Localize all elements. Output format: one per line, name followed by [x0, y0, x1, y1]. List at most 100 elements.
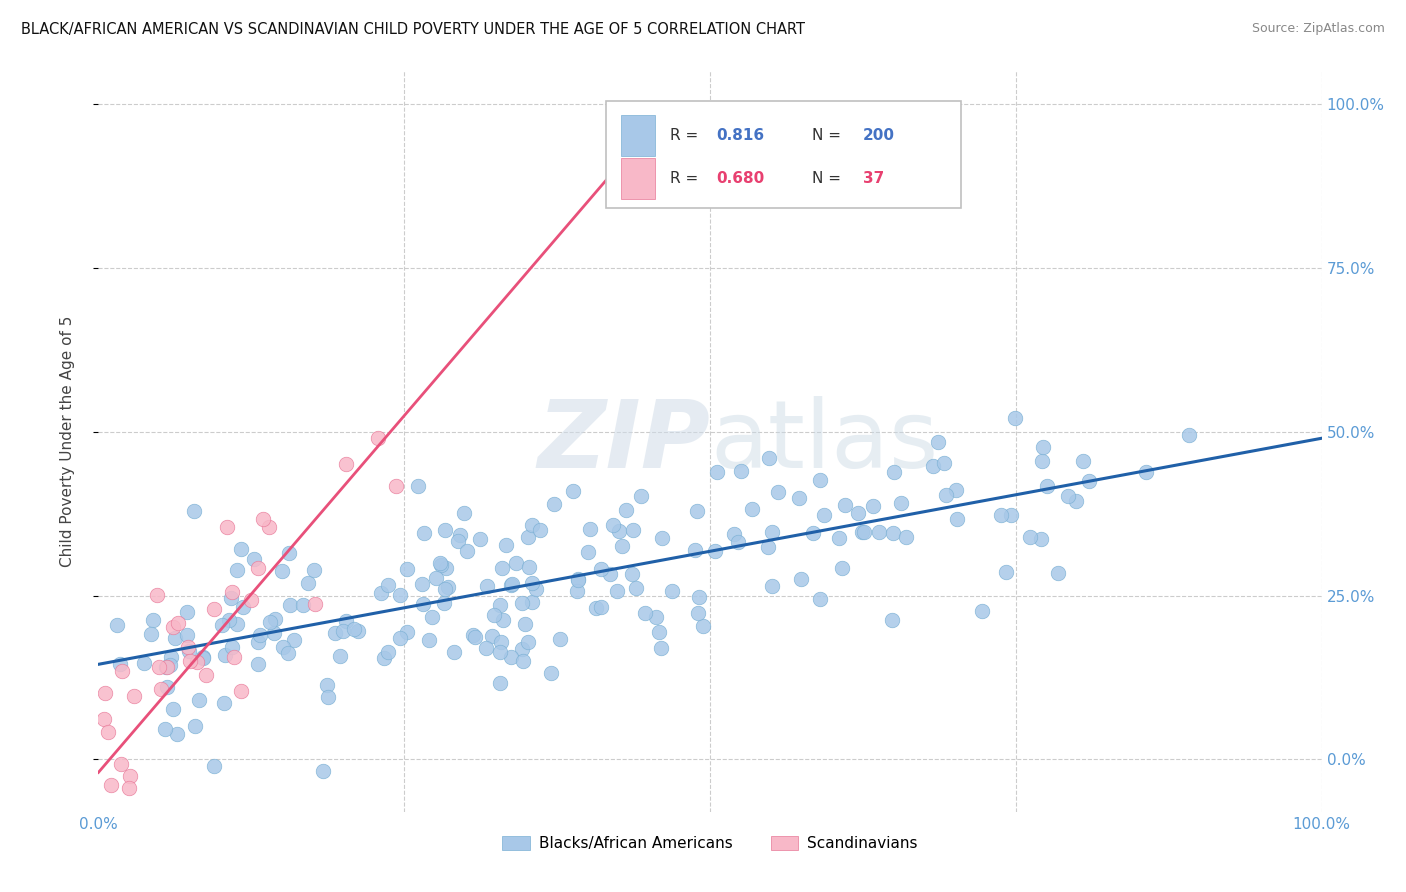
Text: N =: N = — [811, 128, 845, 143]
Point — [434, 560, 457, 574]
Point — [367, 431, 389, 445]
Point — [263, 626, 285, 640]
Point — [883, 465, 905, 479]
Point — [862, 499, 884, 513]
Point — [225, 563, 247, 577]
Point — [927, 434, 949, 449]
Point — [548, 632, 571, 646]
Point — [100, 778, 122, 792]
Point — [1064, 493, 1087, 508]
Point — [661, 583, 683, 598]
Point — [756, 540, 779, 554]
Point — [176, 605, 198, 619]
Point — [565, 584, 588, 599]
Point — [110, 756, 132, 771]
Point — [343, 623, 366, 637]
Point — [567, 574, 589, 588]
Point — [464, 630, 486, 644]
Point — [277, 546, 299, 560]
Point — [790, 572, 813, 586]
Point — [505, 556, 527, 570]
Point — [683, 542, 706, 557]
Point — [177, 640, 200, 654]
Point — [373, 651, 395, 665]
Point — [609, 524, 631, 539]
Point — [211, 617, 233, 632]
Point — [93, 712, 115, 726]
Point — [243, 551, 266, 566]
Text: R =: R = — [669, 128, 703, 143]
Point — [591, 562, 613, 576]
Point — [489, 598, 512, 612]
Point — [148, 660, 170, 674]
Point — [562, 483, 585, 498]
Point — [221, 585, 243, 599]
Point — [108, 657, 131, 671]
Point — [335, 458, 357, 472]
Point — [761, 524, 783, 539]
Point — [567, 572, 589, 586]
Point — [517, 559, 540, 574]
Point — [246, 635, 269, 649]
Point — [252, 512, 274, 526]
Point — [495, 538, 517, 552]
Point — [489, 635, 512, 649]
Point — [1031, 454, 1053, 468]
Point — [159, 658, 181, 673]
Point — [741, 501, 763, 516]
Point — [249, 628, 271, 642]
Point — [247, 560, 270, 574]
Point — [323, 626, 346, 640]
Point — [297, 575, 319, 590]
Point — [484, 607, 506, 622]
Point — [645, 610, 668, 624]
Point — [418, 633, 440, 648]
Point — [177, 644, 200, 658]
Point — [162, 701, 184, 715]
Point — [602, 517, 624, 532]
Point — [510, 596, 533, 610]
Point — [186, 655, 208, 669]
Y-axis label: Child Poverty Under the Age of 5: Child Poverty Under the Age of 5 — [60, 316, 75, 567]
Point — [651, 532, 673, 546]
Bar — [620, 158, 655, 199]
Point — [311, 764, 333, 778]
Point — [1178, 427, 1201, 442]
Point — [162, 619, 184, 633]
Point — [828, 531, 851, 545]
Point — [111, 665, 134, 679]
Text: 0.816: 0.816 — [716, 128, 765, 143]
Point — [239, 592, 262, 607]
Point — [630, 489, 652, 503]
Point — [648, 625, 671, 640]
Point — [329, 648, 352, 663]
Point — [149, 681, 172, 696]
Point — [489, 645, 512, 659]
Point — [512, 654, 534, 668]
Point — [347, 624, 370, 638]
Point — [430, 558, 453, 573]
Point — [377, 577, 399, 591]
Point — [453, 506, 475, 520]
Bar — [620, 115, 655, 156]
Point — [277, 646, 299, 660]
Point — [232, 599, 254, 614]
Point — [846, 506, 869, 520]
Point — [890, 496, 912, 510]
Point — [1036, 478, 1059, 492]
Point — [624, 582, 647, 596]
Point — [155, 722, 177, 736]
Point — [491, 561, 513, 575]
Point — [1047, 566, 1070, 580]
Point — [882, 525, 904, 540]
Point — [215, 520, 238, 534]
Text: atlas: atlas — [710, 395, 938, 488]
Point — [433, 582, 456, 597]
Text: 0.680: 0.680 — [716, 170, 765, 186]
Point — [606, 584, 628, 599]
Point — [176, 628, 198, 642]
Point — [1018, 531, 1040, 545]
Point — [456, 544, 478, 558]
Point — [650, 641, 672, 656]
Text: N =: N = — [811, 170, 845, 186]
